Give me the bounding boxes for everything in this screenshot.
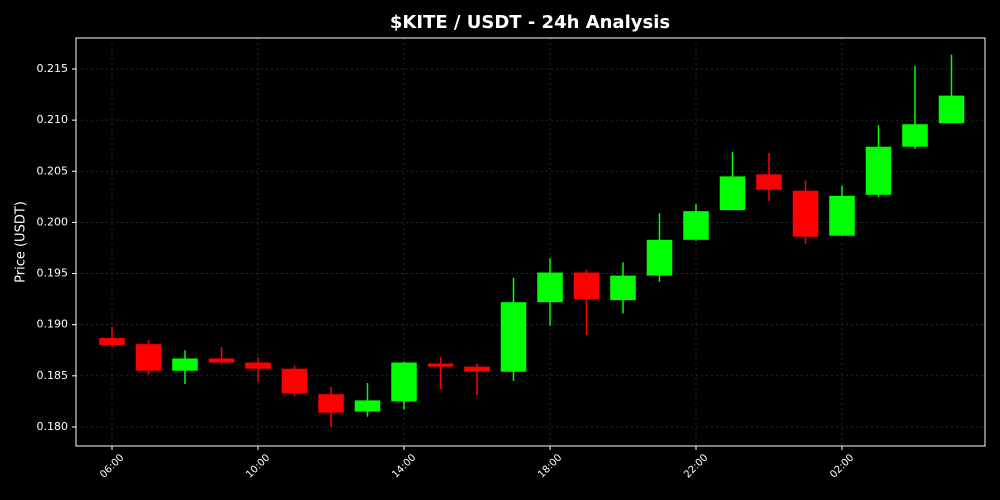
plot-frame <box>75 37 986 447</box>
chart-title: $KITE / USDT - 24h Analysis <box>390 12 670 33</box>
candle-body <box>938 95 965 124</box>
candle-body <box>646 239 673 276</box>
candle-body <box>573 272 600 300</box>
candle-body <box>719 176 746 211</box>
candle-body <box>318 394 344 413</box>
y-tick-label: 0.200 <box>37 215 69 228</box>
candle-body <box>99 337 125 346</box>
candle-body <box>245 362 271 369</box>
candle-body <box>135 344 162 371</box>
y-tick-label: 0.215 <box>37 62 69 75</box>
y-tick-label: 0.185 <box>37 369 69 382</box>
candle-body <box>208 358 235 363</box>
candle-body <box>427 363 454 367</box>
candle-body <box>464 366 490 372</box>
candle-body <box>865 146 892 195</box>
candle-body <box>172 358 198 371</box>
y-tick-label: 0.195 <box>37 267 69 280</box>
candle-body <box>354 400 381 412</box>
candle-body <box>500 302 527 372</box>
candle-body <box>281 368 308 394</box>
candle-body <box>683 211 709 240</box>
y-axis-label: Price (USDT) <box>14 201 29 283</box>
candle-body <box>391 362 417 402</box>
candle-body <box>537 272 563 303</box>
y-tick-label: 0.210 <box>37 113 69 126</box>
y-tick-label: 0.180 <box>37 420 69 433</box>
candle-body <box>902 124 928 147</box>
candle-body <box>756 174 782 190</box>
y-tick-label: 0.205 <box>37 164 69 177</box>
candle-body <box>610 275 636 301</box>
y-tick-label: 0.190 <box>37 318 69 331</box>
candle-body <box>829 195 855 236</box>
candle-body <box>792 190 819 237</box>
